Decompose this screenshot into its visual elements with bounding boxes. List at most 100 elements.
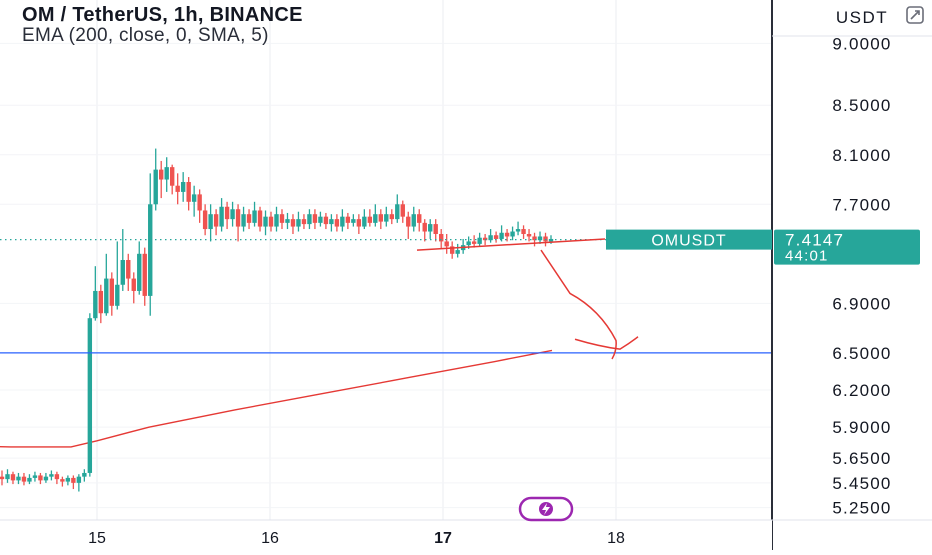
candle	[362, 209, 367, 230]
price-tick-label: 9.0000	[832, 34, 891, 53]
candle-body	[526, 234, 532, 237]
candle	[32, 471, 38, 482]
candle-body	[384, 214, 389, 222]
candle-body	[307, 214, 312, 225]
candle-body	[109, 278, 114, 306]
candle-body	[439, 234, 444, 242]
candle	[137, 241, 142, 295]
candle-body	[466, 241, 471, 246]
candle	[10, 471, 16, 485]
candle	[43, 472, 49, 483]
time-tick-label: 18	[607, 530, 625, 547]
candle	[257, 206, 263, 232]
indicator-legend[interactable]: EMA (200, close, 0, SMA, 5)	[22, 25, 269, 46]
candle	[460, 238, 466, 254]
time-tick-label: 15	[88, 530, 106, 547]
candle	[493, 231, 499, 243]
candle	[526, 229, 532, 242]
candle-body	[38, 475, 43, 481]
price-tick-label: 6.9000	[832, 294, 891, 313]
time-tick-label: 16	[261, 530, 279, 547]
candle	[109, 272, 114, 316]
candle	[274, 206, 279, 232]
candle-body	[54, 474, 60, 480]
candle-body	[268, 216, 274, 227]
symbol-title[interactable]: OM / TetherUS, 1h, BINANCE	[22, 4, 303, 26]
price-tick-label: 6.5000	[832, 344, 891, 363]
candle-body	[49, 474, 54, 477]
candle-body	[224, 206, 230, 220]
candle	[510, 226, 515, 241]
candle	[323, 212, 329, 230]
grid	[0, 0, 772, 520]
candle	[356, 214, 362, 234]
candle-body	[197, 194, 202, 211]
candle-body	[175, 185, 180, 192]
candle-body	[148, 204, 153, 296]
candle	[378, 209, 384, 230]
candle	[60, 476, 65, 487]
candle	[246, 209, 252, 230]
drawings	[416, 238, 639, 360]
candle	[417, 209, 422, 232]
candle	[219, 198, 224, 232]
price-tick-label: 7.7000	[832, 195, 891, 214]
candle-body	[395, 204, 400, 220]
price-tick-label: 5.4500	[832, 474, 891, 493]
candle	[521, 225, 526, 239]
candle-body	[417, 214, 422, 223]
candle	[87, 313, 93, 477]
candle	[307, 209, 312, 230]
candle-body	[71, 477, 76, 483]
candle	[98, 284, 104, 324]
candle	[65, 475, 71, 486]
bar-countdown: 44:01	[785, 248, 829, 265]
price-tick-label: 8.1000	[832, 146, 891, 165]
candle	[406, 211, 411, 239]
candle-body	[43, 476, 49, 481]
candle-body	[515, 229, 521, 232]
candle-body	[93, 290, 98, 319]
candle	[82, 469, 87, 482]
candle	[21, 472, 27, 486]
candle	[345, 212, 351, 230]
candle	[224, 201, 230, 230]
candle-body	[60, 479, 65, 482]
candle	[191, 185, 197, 217]
candle	[27, 474, 32, 485]
candle	[115, 241, 120, 310]
settings-icon[interactable]	[906, 6, 924, 24]
ema-line	[0, 349, 553, 448]
candle-body	[296, 219, 301, 227]
candle	[499, 225, 504, 242]
candle-body	[159, 169, 164, 180]
candle-body	[241, 214, 246, 227]
candle-body	[290, 219, 296, 227]
candle-body	[400, 204, 405, 217]
candle-body	[169, 167, 175, 186]
candle	[230, 201, 235, 227]
candle	[49, 470, 54, 481]
candle-body	[345, 216, 351, 223]
candle	[477, 232, 482, 247]
candle	[455, 243, 460, 258]
candle-body	[340, 216, 345, 227]
candle-body	[98, 290, 104, 314]
candle	[312, 209, 318, 230]
candle	[471, 235, 477, 248]
candle-body	[246, 214, 252, 223]
candle-body	[137, 253, 142, 291]
candle	[301, 214, 307, 230]
candle-body	[433, 224, 438, 234]
candle-body	[180, 182, 186, 192]
price-tick-label: 5.9000	[832, 418, 891, 437]
candle	[197, 189, 202, 223]
candle	[411, 206, 416, 232]
candle-body	[455, 250, 460, 254]
candle-body	[510, 231, 515, 237]
price-tick-label: 5.2500	[832, 499, 891, 518]
candle	[0, 470, 5, 486]
candle	[252, 201, 257, 227]
